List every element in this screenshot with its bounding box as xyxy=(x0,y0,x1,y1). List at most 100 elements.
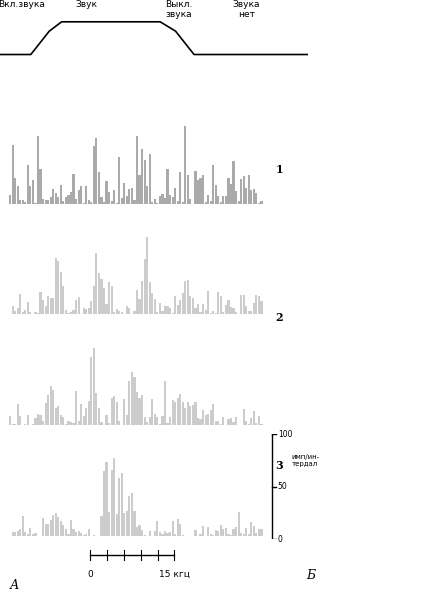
Point xyxy=(323,214,330,223)
Point xyxy=(381,335,388,345)
Point xyxy=(332,464,339,473)
Point xyxy=(423,363,430,373)
Point xyxy=(424,512,431,522)
Point xyxy=(385,320,392,329)
Point xyxy=(360,268,367,277)
Point xyxy=(377,289,384,299)
Point xyxy=(380,274,387,284)
Point xyxy=(372,201,379,210)
Point xyxy=(329,322,336,332)
Point xyxy=(399,251,406,261)
Point xyxy=(370,220,378,229)
Point xyxy=(314,235,321,245)
Point xyxy=(354,241,361,251)
Point xyxy=(373,174,380,183)
Point xyxy=(374,470,381,480)
Point xyxy=(397,320,404,330)
Text: 2: 2 xyxy=(276,312,283,323)
Point xyxy=(413,494,420,504)
Point xyxy=(413,176,420,185)
Bar xyxy=(232,308,235,314)
Text: 0: 0 xyxy=(87,570,93,579)
Point xyxy=(351,415,358,424)
Point xyxy=(363,281,370,291)
Point xyxy=(419,302,426,311)
Point xyxy=(329,260,336,270)
Point xyxy=(354,294,361,304)
Point xyxy=(318,333,325,343)
Point xyxy=(328,474,335,483)
Point xyxy=(356,316,363,326)
Point xyxy=(381,373,388,383)
Point xyxy=(365,125,372,134)
Point xyxy=(414,379,421,388)
Point xyxy=(422,475,429,485)
Bar xyxy=(11,532,14,536)
Point xyxy=(421,331,428,340)
Point xyxy=(363,110,370,120)
Point xyxy=(366,205,373,215)
Bar xyxy=(143,535,146,536)
Point xyxy=(417,380,424,389)
Point xyxy=(368,158,375,167)
Point xyxy=(427,382,434,391)
Point xyxy=(428,204,435,213)
Bar xyxy=(19,294,21,314)
Point xyxy=(301,399,308,409)
Bar xyxy=(83,534,85,536)
Point xyxy=(331,440,338,450)
Bar xyxy=(52,189,54,204)
Point xyxy=(411,128,418,137)
Bar xyxy=(126,415,128,425)
Point xyxy=(310,268,317,278)
Point xyxy=(376,353,383,362)
Point xyxy=(424,491,431,501)
Point xyxy=(325,369,332,379)
Point xyxy=(356,159,363,169)
Point xyxy=(383,477,390,487)
Point xyxy=(398,397,405,406)
Point xyxy=(412,344,419,354)
Point xyxy=(381,515,389,524)
Point xyxy=(418,143,425,152)
Point xyxy=(321,488,328,497)
Point xyxy=(415,137,422,147)
Point xyxy=(364,235,371,245)
Point xyxy=(411,172,418,181)
Point xyxy=(366,343,373,352)
Point xyxy=(427,525,434,535)
Point xyxy=(297,171,304,181)
Point xyxy=(352,167,359,177)
Point xyxy=(368,468,375,477)
Point xyxy=(307,120,314,129)
Point xyxy=(328,134,335,144)
Point xyxy=(302,443,309,453)
Point xyxy=(335,275,342,285)
Point xyxy=(395,339,402,349)
Point xyxy=(353,362,360,372)
Point xyxy=(421,471,428,480)
Point xyxy=(317,506,324,516)
Point xyxy=(334,307,341,316)
Point xyxy=(299,205,306,214)
Bar xyxy=(230,418,232,425)
Point xyxy=(364,105,371,114)
Point xyxy=(354,462,361,472)
Point xyxy=(411,192,418,201)
Point xyxy=(316,217,323,227)
Point xyxy=(381,162,389,171)
Point xyxy=(347,165,354,175)
Point xyxy=(306,98,313,107)
Point xyxy=(373,180,380,189)
Point xyxy=(335,104,342,113)
Point xyxy=(355,514,362,524)
Point xyxy=(378,412,385,422)
Point xyxy=(297,135,304,144)
Point xyxy=(316,225,323,235)
Point xyxy=(350,190,357,199)
Point xyxy=(363,460,370,470)
Point xyxy=(404,242,411,252)
Point xyxy=(308,244,315,253)
Point xyxy=(310,145,317,155)
Point xyxy=(388,334,395,343)
